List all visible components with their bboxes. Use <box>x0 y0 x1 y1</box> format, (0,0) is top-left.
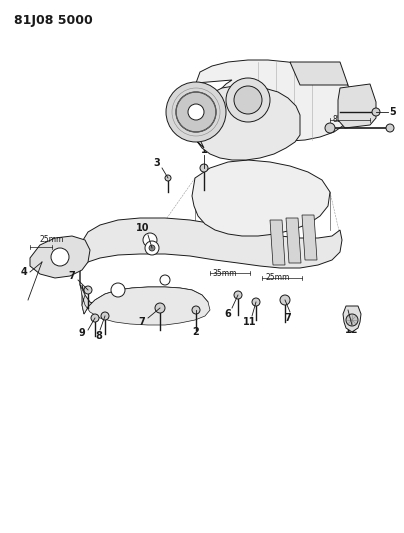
Text: 7: 7 <box>285 313 291 323</box>
Text: 2: 2 <box>193 327 200 337</box>
Polygon shape <box>76 245 210 325</box>
Circle shape <box>188 104 204 120</box>
Circle shape <box>234 291 242 299</box>
Circle shape <box>226 78 270 122</box>
Circle shape <box>280 295 290 305</box>
Circle shape <box>234 86 262 114</box>
Circle shape <box>166 82 226 142</box>
Circle shape <box>155 303 165 313</box>
Polygon shape <box>196 60 352 141</box>
Circle shape <box>160 275 170 285</box>
Circle shape <box>372 108 380 116</box>
Circle shape <box>143 233 157 247</box>
Polygon shape <box>30 236 90 278</box>
Circle shape <box>200 164 208 172</box>
Polygon shape <box>76 218 342 268</box>
Text: 7: 7 <box>139 317 145 327</box>
Text: 9: 9 <box>79 328 85 338</box>
Text: 11: 11 <box>243 317 257 327</box>
Polygon shape <box>270 220 285 265</box>
Circle shape <box>176 92 216 132</box>
Text: 5: 5 <box>389 107 396 117</box>
Circle shape <box>386 124 394 132</box>
Text: 25mm: 25mm <box>266 273 290 282</box>
Circle shape <box>325 123 335 133</box>
Text: 25mm: 25mm <box>40 236 64 245</box>
Circle shape <box>91 314 99 322</box>
Circle shape <box>101 312 109 320</box>
Text: 3: 3 <box>154 158 160 168</box>
Text: 8: 8 <box>96 331 103 341</box>
Circle shape <box>149 245 155 251</box>
Circle shape <box>165 175 171 181</box>
Polygon shape <box>196 83 300 160</box>
Text: 1: 1 <box>201 145 207 155</box>
Text: 81J08 5000: 81J08 5000 <box>14 14 93 27</box>
Text: 6: 6 <box>225 309 231 319</box>
Circle shape <box>111 283 125 297</box>
Circle shape <box>84 286 92 294</box>
Polygon shape <box>302 215 317 260</box>
Polygon shape <box>338 84 376 128</box>
Text: 10: 10 <box>136 223 150 233</box>
Text: 7: 7 <box>69 271 76 281</box>
Text: 4: 4 <box>21 267 27 277</box>
Circle shape <box>145 241 159 255</box>
Circle shape <box>147 243 157 253</box>
Text: 12: 12 <box>345 325 359 335</box>
Polygon shape <box>290 62 348 85</box>
Circle shape <box>192 306 200 314</box>
Circle shape <box>346 314 358 326</box>
Polygon shape <box>82 285 208 315</box>
Polygon shape <box>343 306 361 332</box>
Circle shape <box>252 298 260 306</box>
Polygon shape <box>192 160 330 236</box>
Circle shape <box>51 248 69 266</box>
Text: 35mm: 35mm <box>213 269 237 278</box>
Text: 85mm: 85mm <box>333 116 357 125</box>
Polygon shape <box>286 218 301 263</box>
